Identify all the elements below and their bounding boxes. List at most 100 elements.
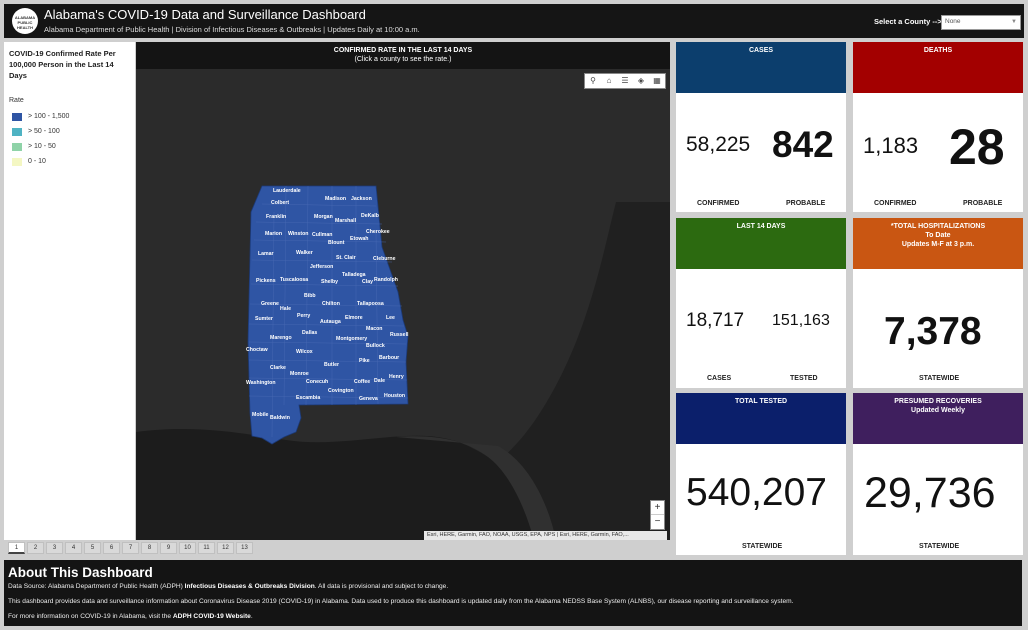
county-label-butler[interactable]: Butler: [324, 362, 339, 368]
about-source-suffix: . All data is provisional and subject to…: [314, 583, 449, 590]
county-label-colbert[interactable]: Colbert: [271, 200, 290, 206]
county-label-hale[interactable]: Hale: [280, 306, 291, 312]
county-label-shelby[interactable]: Shelby: [321, 279, 339, 285]
county-label-talladega[interactable]: Talladega: [342, 272, 366, 278]
county-label-bibb[interactable]: Bibb: [304, 293, 316, 299]
county-label-randolph[interactable]: Randolph: [374, 277, 398, 283]
tab-2[interactable]: 2: [27, 542, 44, 554]
county-label-tuscaloosa[interactable]: Tuscaloosa: [280, 277, 309, 283]
county-label-cleburne[interactable]: Cleburne: [373, 256, 396, 262]
county-label-russell[interactable]: Russell: [390, 332, 409, 338]
home-icon[interactable]: ⌂: [606, 76, 612, 85]
legend-item: > 100 - 1,500: [9, 109, 130, 124]
search-icon[interactable]: ⚲: [590, 76, 596, 85]
county-label-marengo[interactable]: Marengo: [270, 335, 292, 341]
florida-land: [396, 436, 556, 540]
county-label-clarke[interactable]: Clarke: [270, 365, 286, 371]
county-label-baldwin[interactable]: Baldwin: [270, 415, 290, 421]
county-label-st-clair[interactable]: St. Clair: [336, 255, 356, 261]
cases-card: CASES 58,225 842 CONFIRMED PROBABLE: [676, 42, 846, 212]
county-label-marion[interactable]: Marion: [265, 231, 283, 237]
county-label-tallapoosa[interactable]: Tallapoosa: [357, 301, 384, 307]
county-label-lamar[interactable]: Lamar: [258, 251, 274, 257]
county-label-wilcox[interactable]: Wilcox: [296, 349, 313, 355]
tab-1[interactable]: 1: [8, 542, 25, 554]
county-label-escambia[interactable]: Escambia: [296, 395, 321, 401]
adph-website-link[interactable]: ADPH COVID-19 Website: [172, 613, 251, 620]
tab-3[interactable]: 3: [46, 542, 63, 554]
map-attribution: Esri, HERE, Garmin, FAO, NOAA, USGS, EPA…: [424, 531, 667, 540]
tab-10[interactable]: 10: [179, 542, 196, 554]
cases-probable-label: PROBABLE: [786, 200, 826, 207]
tab-13[interactable]: 13: [236, 542, 253, 554]
legend-item-label: > 50 - 100: [28, 128, 60, 135]
county-label-franklin[interactable]: Franklin: [266, 214, 287, 220]
tab-9[interactable]: 9: [160, 542, 177, 554]
county-label-dekalb[interactable]: DeKalb: [361, 213, 379, 219]
legend-list-icon[interactable]: ☰: [621, 76, 629, 85]
layers-icon[interactable]: ◈: [637, 76, 645, 85]
county-label-winston[interactable]: Winston: [288, 231, 309, 237]
zoom-out-button[interactable]: −: [654, 516, 661, 527]
county-label-autauga[interactable]: Autauga: [320, 319, 341, 325]
tab-4[interactable]: 4: [65, 542, 82, 554]
county-label-macon[interactable]: Macon: [366, 326, 383, 332]
county-label-elmore[interactable]: Elmore: [345, 315, 363, 321]
county-label-jackson[interactable]: Jackson: [351, 196, 372, 202]
total-tested-card: TOTAL TESTED 540,207 STATEWIDE: [676, 393, 846, 555]
county-label-greene[interactable]: Greene: [261, 301, 279, 307]
county-select[interactable]: None ▼: [941, 15, 1021, 30]
county-label-geneva[interactable]: Geneva: [359, 396, 378, 402]
county-label-covington[interactable]: Covington: [328, 388, 354, 394]
tab-12[interactable]: 12: [217, 542, 234, 554]
county-label-jefferson[interactable]: Jefferson: [310, 264, 334, 270]
county-label-mobile[interactable]: Mobile: [252, 412, 269, 418]
tab-7[interactable]: 7: [122, 542, 139, 554]
county-label-sumter[interactable]: Sumter: [255, 316, 273, 322]
county-label-etowah[interactable]: Etowah: [350, 236, 369, 242]
county-label-lee[interactable]: Lee: [386, 315, 395, 321]
about-source-division: Infectious Diseases & Outbreaks Division: [184, 583, 315, 590]
county-label-monroe[interactable]: Monroe: [290, 371, 309, 377]
county-label-washington[interactable]: Washington: [246, 380, 276, 386]
county-label-madison[interactable]: Madison: [325, 196, 347, 202]
county-label-blount[interactable]: Blount: [328, 240, 345, 246]
county-label-barbour[interactable]: Barbour: [379, 355, 400, 361]
tab-6[interactable]: 6: [103, 542, 120, 554]
county-label-chilton[interactable]: Chilton: [322, 301, 340, 307]
county-label-cullman[interactable]: Cullman: [312, 232, 333, 238]
county-label-walker[interactable]: Walker: [296, 250, 313, 256]
zoom-in-button[interactable]: +: [651, 501, 664, 515]
last14-card-header: LAST 14 DAYS: [676, 218, 846, 269]
legend-item: 0 - 10: [9, 154, 130, 169]
county-label-perry[interactable]: Perry: [297, 313, 311, 319]
county-label-morgan[interactable]: Morgan: [314, 214, 333, 220]
tab-8[interactable]: 8: [141, 542, 158, 554]
county-label-montgomery[interactable]: Montgomery: [336, 336, 368, 342]
header-bar: ALABAMA PUBLIC HEALTH Alabama's COVID-19…: [4, 4, 1024, 38]
tab-11[interactable]: 11: [198, 542, 215, 554]
map-toolbar: ⚲ ⌂ ☰ ◈ ▦: [584, 73, 666, 89]
county-label-bullock[interactable]: Bullock: [366, 343, 385, 349]
county-label-clay[interactable]: Clay: [362, 279, 373, 285]
cases-card-header: CASES: [676, 42, 846, 93]
county-label-pickens[interactable]: Pickens: [256, 278, 276, 284]
map-canvas[interactable]: [136, 42, 670, 540]
county-label-lauderdale[interactable]: Lauderdale: [273, 188, 301, 194]
county-label-dallas[interactable]: Dallas: [302, 330, 318, 336]
county-label-coffee[interactable]: Coffee: [354, 379, 371, 385]
total-tested-value: 540,207: [686, 471, 827, 514]
recoveries-card: PRESUMED RECOVERIES Updated Weekly 29,73…: [853, 393, 1023, 555]
county-label-marshall[interactable]: Marshall: [335, 218, 357, 224]
county-label-choctaw[interactable]: Choctaw: [246, 347, 268, 353]
tab-5[interactable]: 5: [84, 542, 101, 554]
county-label-henry[interactable]: Henry: [389, 374, 404, 380]
county-label-pike[interactable]: Pike: [359, 358, 370, 364]
map-panel[interactable]: CONFIRMED RATE IN THE LAST 14 DAYS (Clic…: [136, 42, 670, 540]
county-label-dale[interactable]: Dale: [374, 378, 385, 384]
county-label-cherokee[interactable]: Cherokee: [366, 229, 390, 235]
atlantic-water: [496, 202, 670, 540]
county-label-conecuh[interactable]: Conecuh: [306, 379, 329, 385]
county-label-houston[interactable]: Houston: [384, 393, 406, 399]
basemap-gallery-icon[interactable]: ▦: [653, 76, 661, 85]
